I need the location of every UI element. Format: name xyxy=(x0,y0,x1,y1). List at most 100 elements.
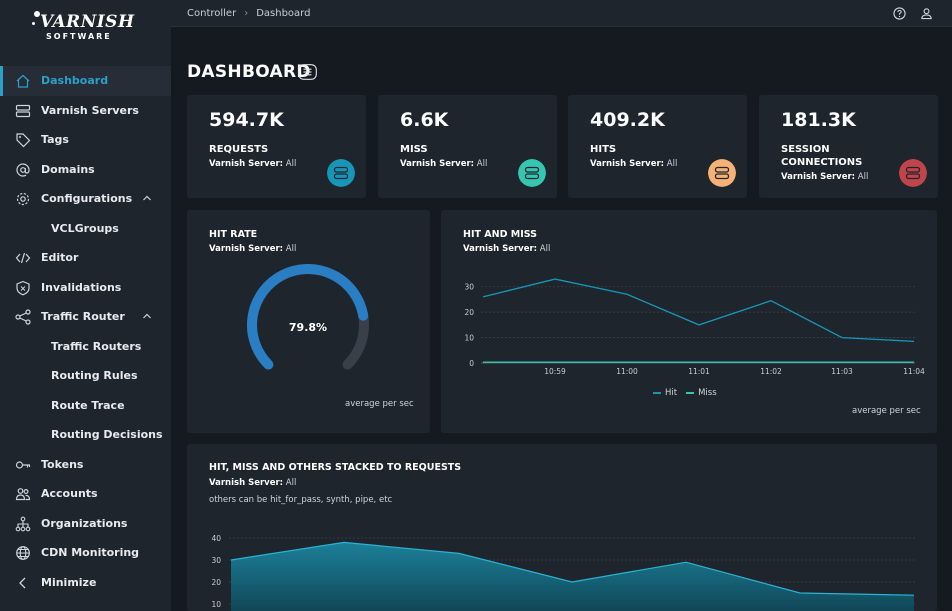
sidebar-item-routing-rules[interactable]: Routing Rules xyxy=(0,361,171,391)
hit-miss-legend: Hit Miss xyxy=(653,388,726,398)
stat-server: Varnish Server: All xyxy=(209,159,296,169)
sidebar-item-accounts[interactable]: Accounts xyxy=(0,479,171,509)
gear-icon xyxy=(16,192,30,206)
stat-label: REQUESTS xyxy=(209,144,269,155)
x-tick-label: 11:04 xyxy=(903,367,925,376)
stacked-note: others can be hit_for_pass, synth, pipe,… xyxy=(209,495,393,505)
legend-item-hit[interactable]: Hit xyxy=(653,388,677,398)
sidebar-item-label: Varnish Servers xyxy=(41,103,139,117)
org-icon xyxy=(15,516,31,531)
sidebar-item-domains[interactable]: Domains xyxy=(0,155,171,185)
hit-rate-panel: HIT RATE Varnish Server: All 79.8% avera… xyxy=(187,210,430,433)
logo-brand: VARNISH xyxy=(40,12,135,32)
chevron-up-icon[interactable] xyxy=(141,192,153,204)
legend-label: Miss xyxy=(698,388,717,398)
x-tick-label: 11:00 xyxy=(616,367,638,376)
home-icon xyxy=(16,74,30,88)
legend-swatch xyxy=(653,392,661,394)
gauge-fill xyxy=(247,264,369,370)
stat-card-hits: 409.2K HITS Varnish Server: All xyxy=(568,95,747,198)
y-tick-label: 20 xyxy=(464,308,474,317)
sidebar-item-routing-decisions[interactable]: Routing Decisions xyxy=(0,420,171,450)
stat-card-requests: 594.7K REQUESTS Varnish Server: All xyxy=(187,95,366,198)
y-tick-label: 0 xyxy=(469,359,474,368)
server-key: Varnish Server: xyxy=(209,478,284,488)
server-icon xyxy=(15,104,31,117)
menu-toggle-icon[interactable] xyxy=(298,64,317,80)
sidebar-item-invalidations[interactable]: Invalidations xyxy=(0,273,171,303)
server-key: Varnish Server: xyxy=(590,159,665,169)
series-line-hit xyxy=(482,278,915,343)
server-stack-icon xyxy=(899,159,927,187)
stat-label: MISS xyxy=(400,144,428,155)
hit-miss-title: HIT AND MISS xyxy=(463,229,538,240)
sidebar-item-tags[interactable]: Tags xyxy=(0,125,171,155)
stacked-title: HIT, MISS AND OTHERS STACKED TO REQUESTS xyxy=(209,462,462,473)
legend-item-miss[interactable]: Miss xyxy=(686,388,717,398)
area-fill xyxy=(231,542,914,611)
sidebar: VARNISH SOFTWARE Dashboard Varnish Server… xyxy=(0,0,171,611)
sidebar-item-label: Route Trace xyxy=(51,398,125,412)
y-tick-label: 10 xyxy=(464,334,474,343)
sidebar-item-configurations[interactable]: Configurations xyxy=(0,184,171,214)
sidebar-item-vclgroups[interactable]: VCLGroups xyxy=(0,214,171,244)
sidebar-item-varnish-servers[interactable]: Varnish Servers xyxy=(0,96,171,126)
stacked-panel: HIT, MISS AND OTHERS STACKED TO REQUESTS… xyxy=(187,444,937,611)
sidebar-item-label: Minimize xyxy=(41,575,97,589)
sidebar-item-label: CDN Monitoring xyxy=(41,546,140,560)
stacked-server: Varnish Server: All xyxy=(209,478,296,488)
stat-value: 594.7K xyxy=(209,109,284,131)
user-icon[interactable] xyxy=(920,7,933,20)
stat-value: 409.2K xyxy=(590,109,665,131)
stat-label: SESSION CONNECTIONS xyxy=(781,144,863,168)
y-tick-label: 30 xyxy=(211,556,221,565)
breadcrumb-root[interactable]: Controller xyxy=(187,8,237,19)
server-key: Varnish Server: xyxy=(781,172,856,182)
sidebar-item-label: Traffic Router xyxy=(41,310,125,324)
server-value: All xyxy=(285,159,297,169)
sidebar-item-tokens[interactable]: Tokens xyxy=(0,450,171,480)
logo-dot-small xyxy=(32,22,35,25)
x-tick-label: 11:01 xyxy=(688,367,710,376)
sidebar-item-minimize[interactable]: Minimize xyxy=(0,568,171,598)
sidebar-item-editor[interactable]: Editor xyxy=(0,243,171,273)
stat-server: Varnish Server: All xyxy=(781,172,868,182)
sidebar-item-traffic-router[interactable]: Traffic Router xyxy=(0,302,171,332)
hit-miss-chart: 0 10 20 30 10:59 11:00 11:01 11:02 11:03 11:04 xyxy=(464,278,925,376)
server-key: Varnish Server: xyxy=(463,244,538,254)
chevron-up-icon[interactable] xyxy=(141,310,153,322)
hit-rate-title: HIT RATE xyxy=(209,229,258,240)
hit-miss-note: average per sec xyxy=(852,406,921,416)
breadcrumb-current: Dashboard xyxy=(256,8,311,19)
stat-server: Varnish Server: All xyxy=(400,159,487,169)
users-icon xyxy=(15,488,31,501)
area-line xyxy=(230,541,915,596)
sidebar-item-label: Routing Rules xyxy=(51,369,138,383)
y-tick-label: 20 xyxy=(211,578,221,587)
server-key: Varnish Server: xyxy=(209,244,284,254)
key-icon xyxy=(15,460,31,469)
sidebar-item-cdn-monitoring[interactable]: CDN Monitoring xyxy=(0,538,171,568)
sidebar-item-dashboard[interactable]: Dashboard xyxy=(0,66,171,96)
sidebar-item-traffic-routers[interactable]: Traffic Routers xyxy=(0,332,171,362)
server-stack-icon xyxy=(327,159,355,187)
stat-value: 181.3K xyxy=(781,109,856,131)
sidebar-item-label: Routing Decisions xyxy=(51,428,163,442)
stat-server: Varnish Server: All xyxy=(590,159,677,169)
sidebar-item-label: Domains xyxy=(41,162,95,176)
logo-dot xyxy=(34,11,40,17)
page-title: DASHBOARD xyxy=(187,62,311,82)
server-stack-icon xyxy=(708,159,736,187)
sidebar-nav: Dashboard Varnish Servers Tags Domains Confi… xyxy=(0,66,171,597)
hit-rate-server: Varnish Server: All xyxy=(209,244,296,254)
sidebar-item-label: Tags xyxy=(41,133,69,147)
stat-label: HITS xyxy=(590,144,617,155)
varnish-logo[interactable]: VARNISH SOFTWARE xyxy=(30,8,140,48)
help-icon[interactable] xyxy=(893,7,906,20)
sidebar-item-label: Tokens xyxy=(41,457,84,471)
tag-icon xyxy=(16,133,31,148)
x-tick-label: 11:02 xyxy=(760,367,782,376)
legend-swatch xyxy=(686,392,695,394)
sidebar-item-organizations[interactable]: Organizations xyxy=(0,509,171,539)
sidebar-item-route-trace[interactable]: Route Trace xyxy=(0,391,171,421)
